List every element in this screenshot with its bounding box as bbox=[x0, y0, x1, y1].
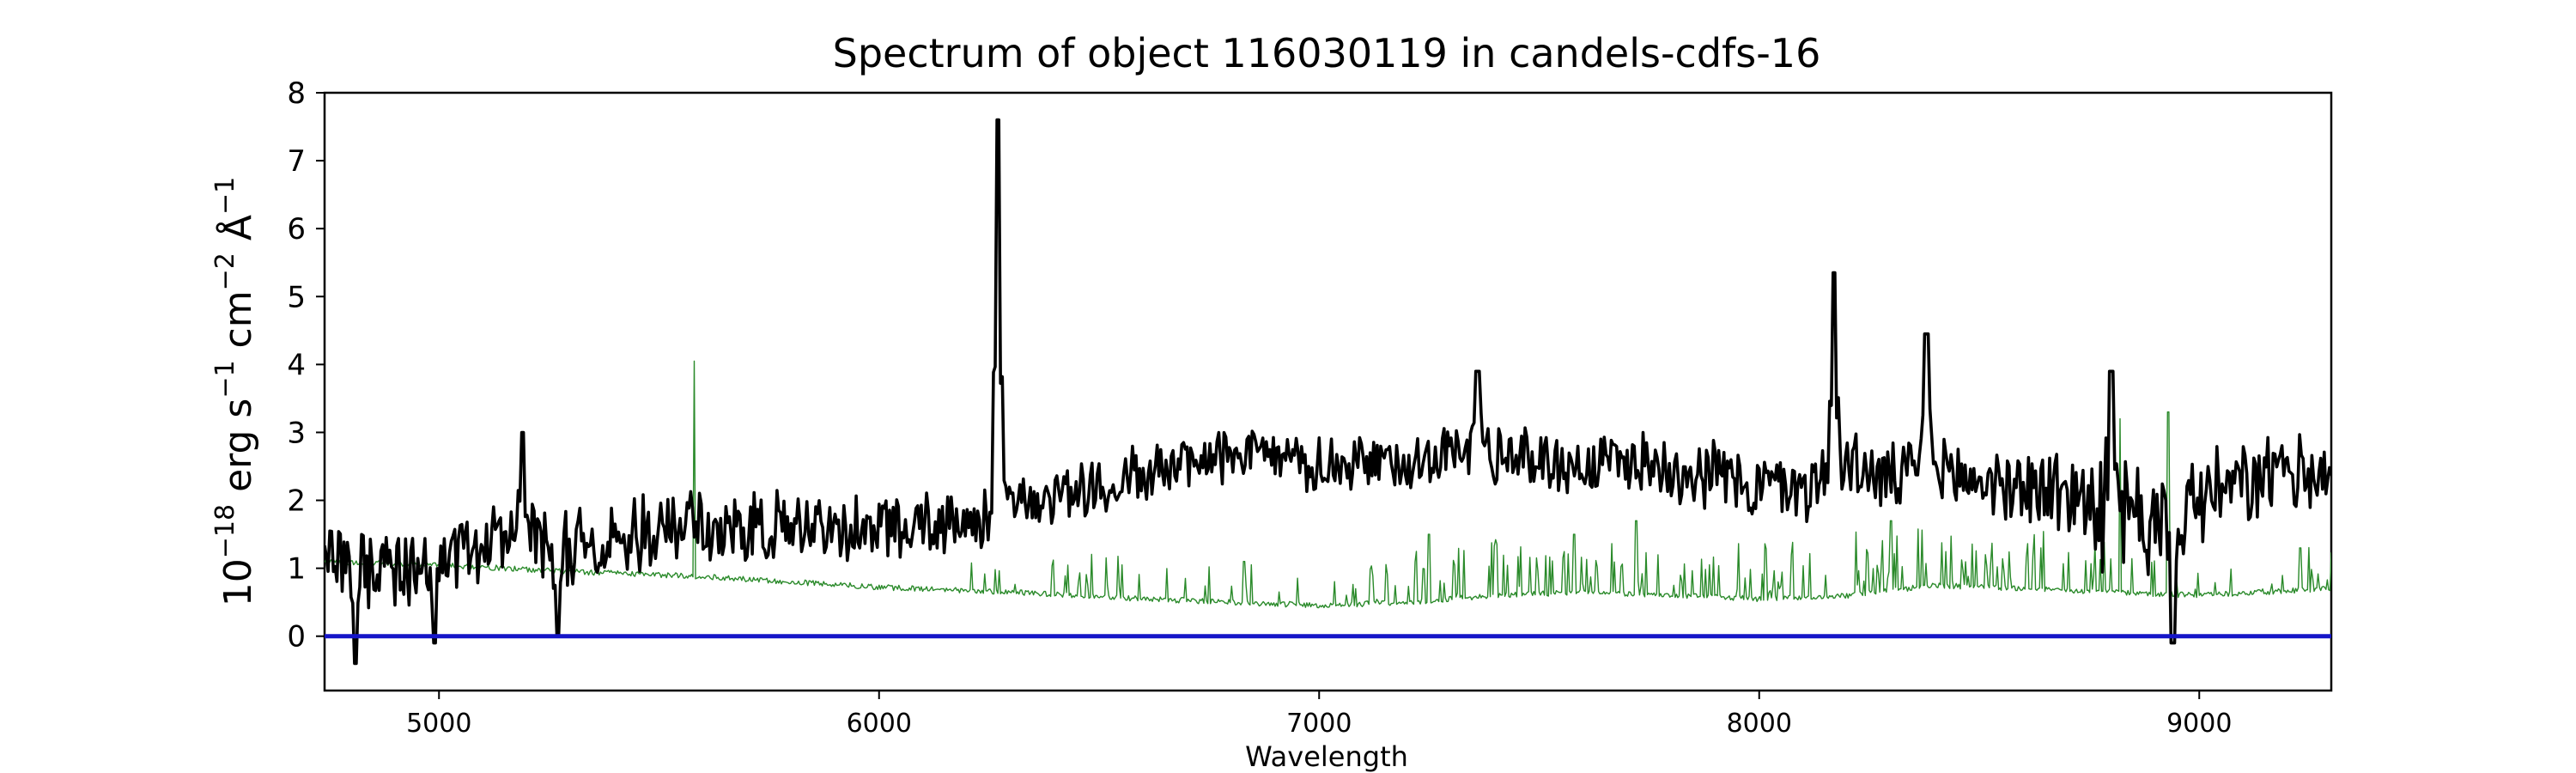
y-tick-label: 5 bbox=[287, 280, 306, 314]
y-axis-label-unit-exp1: −1 bbox=[210, 360, 240, 398]
plot-area bbox=[323, 91, 2333, 692]
y-axis-label-unit: erg s bbox=[216, 399, 260, 492]
x-tick-label: 6000 bbox=[847, 709, 912, 739]
y-axis: 0 1 2 3 4 5 6 7 8 bbox=[287, 76, 325, 654]
y-axis-label-unit-exp3: −1 bbox=[210, 177, 240, 215]
y-axis-label-exp: −18 bbox=[210, 504, 240, 558]
y-tick-label: 8 bbox=[287, 76, 306, 111]
y-tick-label: 7 bbox=[287, 144, 306, 179]
x-tick-label: 8000 bbox=[1727, 709, 1792, 739]
y-axis-label: 10−18 erg s−1 cm−2 Å−1 bbox=[210, 177, 260, 606]
plot-frame bbox=[323, 91, 2333, 692]
chart-title: Spectrum of object 116030119 in candels-… bbox=[833, 30, 1821, 76]
x-tick-label: 9000 bbox=[2166, 709, 2232, 739]
x-tick-label: 7000 bbox=[1286, 709, 1352, 739]
y-tick-label: 1 bbox=[287, 552, 306, 587]
y-tick-label: 2 bbox=[287, 484, 306, 519]
series-error-line bbox=[325, 360, 2331, 609]
y-tick-label: 0 bbox=[287, 620, 306, 654]
y-axis-label-angstrom: Å bbox=[215, 215, 260, 240]
y-tick-label: 4 bbox=[287, 348, 306, 382]
y-axis-label-unit-exp2: −2 bbox=[210, 253, 240, 290]
y-tick-label: 3 bbox=[287, 416, 306, 450]
series-flux-line bbox=[325, 118, 2331, 666]
x-axis: 5000 6000 7000 8000 9000 bbox=[406, 691, 2232, 739]
y-axis-label-base: 10 bbox=[216, 558, 260, 606]
x-axis-label: Wavelength bbox=[1245, 740, 1408, 773]
y-tick-label: 6 bbox=[287, 212, 306, 247]
y-axis-label-cm: cm bbox=[216, 290, 260, 348]
x-tick-label: 5000 bbox=[406, 709, 471, 739]
series-layer bbox=[325, 118, 2331, 666]
